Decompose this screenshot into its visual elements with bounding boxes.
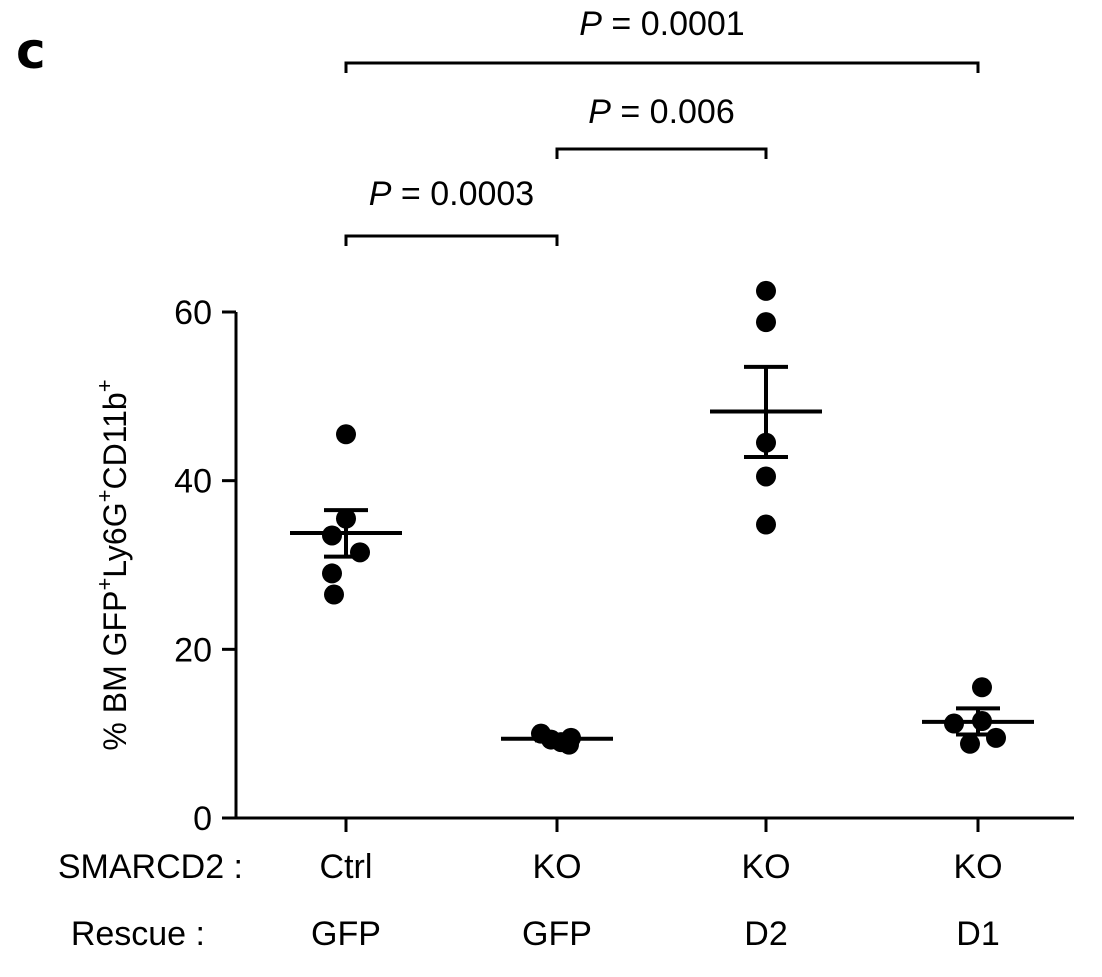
y-axis-label-part: + (92, 490, 117, 503)
data-point (960, 733, 980, 754)
p-value-label: P = 0.006 (588, 93, 735, 131)
smarcd2-label: KO (953, 848, 1002, 886)
rescue-label: D1 (956, 915, 999, 953)
smarcd2-label: KO (532, 848, 581, 886)
y-axis-label-part: % BM GFP (97, 591, 133, 751)
significance-bracket (344, 234, 559, 246)
p-symbol: P (369, 175, 392, 213)
data-point (756, 514, 776, 535)
data-point (322, 525, 342, 546)
y-axis-label: % BM GFP+Ly6G+CD11b+ (92, 379, 133, 750)
p-symbol: P (588, 93, 611, 131)
significance-bracket (555, 147, 768, 159)
y-tick-label: 20 (174, 631, 212, 669)
rescue-label: GFP (311, 915, 381, 953)
y-tick-label: 40 (174, 463, 212, 501)
row-label-rescue: Rescue : (71, 915, 205, 953)
p-value-label: P = 0.0001 (579, 5, 744, 43)
mean-sem-bars (290, 364, 1034, 743)
p-value-text: = 0.006 (611, 93, 735, 131)
panel-label: c (16, 22, 46, 80)
data-point (972, 677, 992, 698)
y-axis-label-part: + (92, 379, 117, 392)
y-axis-label-part: + (92, 578, 117, 591)
data-point (986, 727, 1006, 748)
p-symbol: P (579, 5, 602, 43)
data-points (322, 280, 1006, 755)
rescue-label: D2 (744, 915, 787, 953)
p-value-text: = 0.0001 (602, 5, 745, 43)
smarcd2-label: Ctrl (320, 848, 373, 886)
data-point (324, 584, 344, 605)
smarcd2-label: KO (741, 848, 790, 886)
significance-bracket (344, 61, 980, 73)
y-tick-label: 60 (174, 294, 212, 332)
p-value-text: = 0.0003 (391, 175, 534, 213)
data-point (756, 312, 776, 333)
row-label-smarcd2: SMARCD2 : (58, 848, 243, 886)
p-value-label: P = 0.0003 (369, 175, 534, 213)
data-point (756, 466, 776, 487)
data-point (336, 424, 356, 445)
y-axis-label-part: Ly6G (97, 502, 133, 577)
y-ticks: 0 20 40 60 (174, 294, 236, 838)
data-point (322, 563, 342, 584)
y-tick-label: 0 (193, 800, 212, 838)
data-point (350, 542, 370, 563)
y-axis-label-part: CD11b (97, 392, 133, 489)
rescue-label: GFP (522, 915, 592, 953)
data-point (756, 280, 776, 301)
row-labels: SMARCD2 : Rescue : (58, 848, 243, 953)
x-category-labels: Ctrl GFP KO GFP KO D2 KO D1 (311, 818, 1003, 953)
